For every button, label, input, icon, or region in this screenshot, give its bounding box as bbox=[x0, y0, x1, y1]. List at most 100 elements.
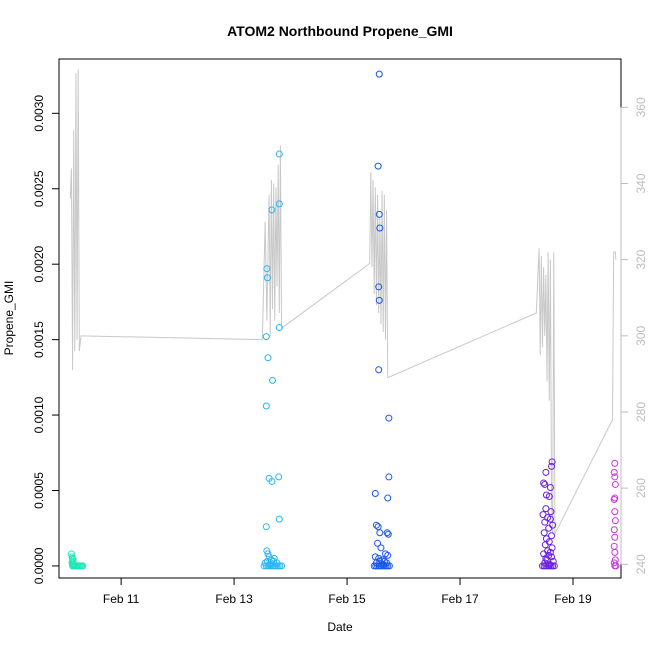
data-point-series-4 bbox=[548, 458, 556, 466]
data-point-series-4 bbox=[540, 479, 548, 487]
data-point-series-2 bbox=[275, 200, 283, 208]
data-point-series-5 bbox=[611, 517, 619, 525]
data-point-series-3 bbox=[374, 162, 382, 170]
data-point-series-3 bbox=[375, 366, 383, 374]
line-series bbox=[69, 69, 617, 535]
data-point-series-3 bbox=[375, 70, 383, 78]
data-point-series-2 bbox=[268, 206, 276, 214]
data-point-series-2 bbox=[262, 523, 270, 531]
data-point-series-5 bbox=[610, 496, 618, 504]
data-point-series-3 bbox=[374, 539, 382, 547]
data-point-series-4 bbox=[541, 480, 549, 488]
data-point-series-3 bbox=[383, 559, 391, 567]
data-point-series-5 bbox=[611, 459, 619, 467]
data-point-series-5 bbox=[611, 533, 619, 541]
data-point-series-3 bbox=[385, 414, 393, 422]
data-point-series-3 bbox=[376, 224, 384, 232]
data-point-series-1 bbox=[79, 562, 87, 570]
data-point-series-2 bbox=[262, 402, 270, 410]
y-axis-label: Propene_GMI bbox=[2, 281, 16, 356]
data-point-series-5 bbox=[612, 562, 620, 570]
data-point-series-3 bbox=[375, 283, 383, 291]
y2-tick-label: 360 bbox=[634, 97, 648, 117]
x-tick-label: Feb 11 bbox=[103, 592, 140, 606]
data-point-series-4 bbox=[545, 524, 553, 532]
data-point-series-5 bbox=[610, 468, 618, 476]
data-point-series-3 bbox=[375, 210, 383, 218]
data-point-series-1 bbox=[69, 562, 77, 570]
data-point-series-4 bbox=[546, 483, 554, 491]
x-axis: Feb 11 Feb 13 Feb 15 Feb 17 Feb 19 bbox=[103, 577, 592, 606]
y2-tick-label: 340 bbox=[634, 173, 648, 193]
x-tick-label: Feb 17 bbox=[441, 592, 479, 606]
y2-tick-label: 260 bbox=[634, 478, 648, 498]
data-point-series-1 bbox=[70, 560, 78, 568]
y-tick-label: 0.0005 bbox=[32, 472, 46, 509]
data-point-series-2 bbox=[275, 515, 283, 523]
x-tick-label: Feb 15 bbox=[328, 592, 366, 606]
x-tick-label: Feb 19 bbox=[554, 592, 592, 606]
data-point-series-4 bbox=[542, 505, 550, 513]
data-point-series-2 bbox=[275, 324, 283, 332]
data-point-series-4 bbox=[550, 562, 558, 570]
data-point-series-2 bbox=[263, 547, 271, 555]
y2-tick-label: 320 bbox=[634, 249, 648, 269]
y-tick-label: 0.0015 bbox=[32, 321, 46, 358]
data-point-series-3 bbox=[385, 473, 393, 481]
data-point-series-2 bbox=[260, 562, 268, 570]
data-point-series-2 bbox=[264, 354, 272, 362]
data-point-series-2 bbox=[263, 265, 271, 273]
data-point-series-2 bbox=[270, 554, 278, 562]
y2-axis: 240 260 280 300 320 340 360 bbox=[620, 97, 648, 574]
y-tick-label: 0.0030 bbox=[32, 95, 46, 132]
line-series-path bbox=[69, 69, 617, 535]
chart-title: ATOM2 Northbound Propene_GMI bbox=[227, 23, 453, 39]
scatter-points bbox=[67, 70, 620, 570]
data-point-series-3 bbox=[375, 296, 383, 304]
y-axis: 0.0000 0.0005 0.0010 0.0015 0.0020 0.0025 0.00… bbox=[32, 95, 60, 584]
data-point-series-2 bbox=[275, 150, 283, 158]
data-point-series-4 bbox=[547, 508, 555, 516]
data-point-series-2 bbox=[264, 550, 272, 558]
data-point-series-3 bbox=[372, 521, 380, 529]
data-point-series-3 bbox=[376, 529, 384, 537]
data-point-series-4 bbox=[541, 541, 549, 549]
y-tick-label: 0.0010 bbox=[32, 396, 46, 433]
data-point-series-4 bbox=[541, 559, 549, 567]
data-point-series-4 bbox=[548, 462, 556, 470]
data-point-series-2 bbox=[263, 557, 271, 565]
data-point-series-3 bbox=[377, 544, 385, 552]
data-point-series-3 bbox=[371, 490, 379, 498]
data-point-series-5 bbox=[610, 526, 618, 534]
data-point-series-2 bbox=[269, 376, 276, 384]
data-point-series-4 bbox=[540, 529, 548, 537]
data-point-series-2 bbox=[262, 333, 270, 341]
data-point-series-4 bbox=[542, 468, 550, 476]
y-tick-label: 0.0020 bbox=[32, 246, 46, 283]
y-tick-label: 0.0000 bbox=[32, 547, 46, 584]
data-point-series-4 bbox=[546, 560, 554, 568]
data-point-series-2 bbox=[268, 477, 276, 485]
data-point-series-4 bbox=[542, 554, 550, 562]
data-point-series-4 bbox=[548, 532, 556, 540]
y2-tick-label: 240 bbox=[634, 554, 648, 574]
data-point-series-5 bbox=[611, 480, 619, 488]
data-point-series-3 bbox=[383, 529, 391, 537]
data-point-series-2 bbox=[263, 274, 271, 282]
y2-tick-label: 300 bbox=[634, 325, 648, 345]
data-point-series-5 bbox=[611, 548, 619, 556]
data-point-series-2 bbox=[275, 473, 283, 481]
data-point-series-4 bbox=[545, 493, 553, 501]
data-point-series-3 bbox=[384, 494, 392, 502]
data-point-series-4 bbox=[541, 518, 549, 526]
data-point-series-5 bbox=[611, 508, 619, 516]
data-point-series-3 bbox=[384, 530, 392, 538]
x-axis-label: Date bbox=[327, 620, 353, 634]
data-point-series-3 bbox=[376, 557, 384, 565]
data-point-series-5 bbox=[611, 473, 619, 481]
data-point-series-3 bbox=[384, 551, 392, 559]
y2-tick-label: 280 bbox=[634, 402, 648, 422]
x-tick-label: Feb 13 bbox=[215, 592, 253, 606]
